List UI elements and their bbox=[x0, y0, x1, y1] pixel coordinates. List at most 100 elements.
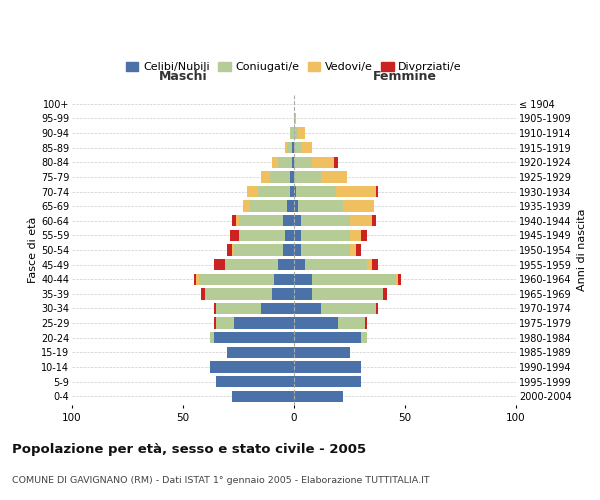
Bar bbox=[214, 303, 217, 314]
Bar bbox=[294, 274, 312, 285]
Bar bbox=[287, 200, 294, 212]
Bar bbox=[336, 186, 376, 197]
Bar bbox=[294, 112, 296, 124]
Bar bbox=[372, 215, 376, 226]
Bar bbox=[285, 230, 294, 241]
Bar bbox=[334, 156, 338, 168]
Legend: Celibi/Nubili, Coniugati/e, Vedovi/e, Divorziati/e: Celibi/Nubili, Coniugati/e, Vedovi/e, Di… bbox=[122, 57, 466, 76]
Bar bbox=[367, 259, 372, 270]
Bar bbox=[260, 303, 294, 314]
Bar bbox=[343, 200, 374, 212]
Text: Popolazione per età, sesso e stato civile - 2005: Popolazione per età, sesso e stato civil… bbox=[12, 442, 366, 456]
Bar bbox=[272, 288, 294, 300]
Bar bbox=[376, 303, 379, 314]
Bar bbox=[260, 171, 269, 182]
Bar bbox=[320, 303, 376, 314]
Bar bbox=[292, 142, 294, 154]
Bar bbox=[294, 156, 312, 168]
Y-axis label: Fasce di età: Fasce di età bbox=[28, 217, 38, 283]
Bar bbox=[209, 332, 214, 344]
Bar bbox=[269, 171, 290, 182]
Bar bbox=[294, 171, 320, 182]
Bar bbox=[292, 156, 294, 168]
Bar bbox=[225, 259, 278, 270]
Bar bbox=[338, 318, 365, 329]
Bar bbox=[272, 156, 278, 168]
Bar bbox=[301, 215, 349, 226]
Bar bbox=[250, 200, 287, 212]
Bar bbox=[396, 274, 398, 285]
Bar bbox=[294, 362, 361, 372]
Bar bbox=[294, 259, 305, 270]
Bar bbox=[232, 215, 236, 226]
Bar bbox=[217, 376, 294, 388]
Text: Maschi: Maschi bbox=[158, 70, 208, 84]
Bar bbox=[294, 303, 320, 314]
Bar bbox=[320, 171, 347, 182]
Bar bbox=[298, 128, 305, 138]
Bar bbox=[274, 274, 294, 285]
Text: Femmine: Femmine bbox=[373, 70, 437, 84]
Bar bbox=[247, 186, 259, 197]
Bar bbox=[196, 274, 199, 285]
Bar bbox=[294, 200, 298, 212]
Bar bbox=[361, 332, 367, 344]
Y-axis label: Anni di nascita: Anni di nascita bbox=[577, 209, 587, 291]
Bar bbox=[283, 244, 294, 256]
Bar bbox=[290, 186, 294, 197]
Bar bbox=[349, 230, 361, 241]
Bar bbox=[349, 215, 372, 226]
Bar bbox=[301, 244, 349, 256]
Bar bbox=[285, 142, 287, 154]
Bar bbox=[312, 288, 383, 300]
Bar bbox=[243, 200, 250, 212]
Bar bbox=[356, 244, 361, 256]
Bar bbox=[294, 142, 301, 154]
Bar bbox=[365, 318, 367, 329]
Bar bbox=[214, 318, 217, 329]
Bar bbox=[216, 303, 260, 314]
Bar bbox=[349, 244, 356, 256]
Bar bbox=[238, 215, 283, 226]
Bar bbox=[214, 259, 225, 270]
Bar bbox=[298, 200, 343, 212]
Bar bbox=[227, 346, 294, 358]
Bar bbox=[294, 128, 298, 138]
Bar bbox=[209, 362, 294, 372]
Bar bbox=[361, 230, 367, 241]
Bar bbox=[305, 259, 367, 270]
Bar bbox=[294, 390, 343, 402]
Bar bbox=[278, 156, 292, 168]
Bar bbox=[201, 288, 205, 300]
Bar bbox=[294, 230, 301, 241]
Bar bbox=[294, 332, 361, 344]
Bar bbox=[376, 186, 379, 197]
Bar bbox=[232, 244, 234, 256]
Bar bbox=[227, 244, 232, 256]
Bar bbox=[205, 288, 272, 300]
Bar bbox=[290, 128, 294, 138]
Bar bbox=[194, 274, 196, 285]
Bar bbox=[217, 318, 234, 329]
Bar bbox=[294, 215, 301, 226]
Bar bbox=[383, 288, 387, 300]
Bar bbox=[214, 332, 294, 344]
Bar bbox=[312, 156, 334, 168]
Bar bbox=[398, 274, 401, 285]
Bar bbox=[287, 142, 292, 154]
Bar bbox=[294, 244, 301, 256]
Bar bbox=[372, 259, 379, 270]
Bar bbox=[239, 230, 285, 241]
Bar bbox=[312, 274, 396, 285]
Bar bbox=[301, 142, 312, 154]
Bar bbox=[294, 186, 296, 197]
Text: COMUNE DI GAVIGNANO (RM) - Dati ISTAT 1° gennaio 2005 - Elaborazione TUTTITALIA.: COMUNE DI GAVIGNANO (RM) - Dati ISTAT 1°… bbox=[12, 476, 430, 485]
Bar bbox=[230, 230, 239, 241]
Bar bbox=[278, 259, 294, 270]
Bar bbox=[294, 376, 361, 388]
Bar bbox=[232, 390, 294, 402]
Bar bbox=[301, 230, 349, 241]
Bar bbox=[294, 346, 349, 358]
Bar bbox=[290, 171, 294, 182]
Bar bbox=[199, 274, 274, 285]
